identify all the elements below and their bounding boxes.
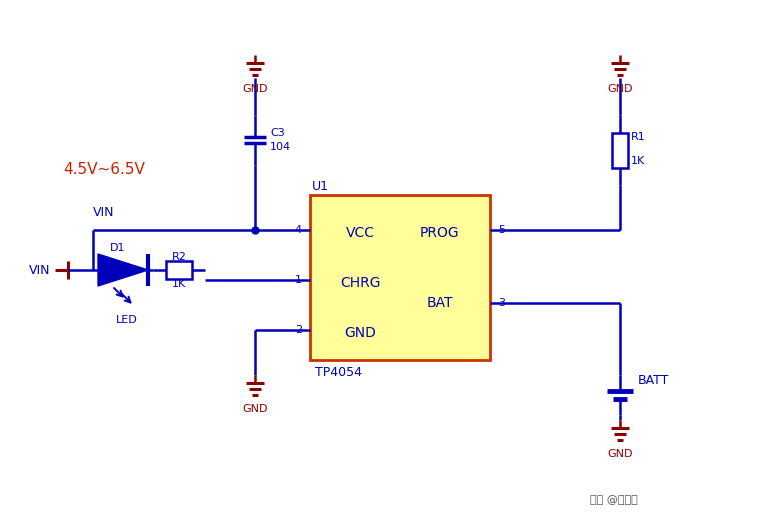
Bar xyxy=(310,195,490,360)
Text: VIN: VIN xyxy=(93,206,114,219)
Text: 1K: 1K xyxy=(631,157,645,167)
Text: C3: C3 xyxy=(270,128,285,138)
Text: U1: U1 xyxy=(312,180,329,192)
Text: BATT: BATT xyxy=(638,374,669,386)
Text: GND: GND xyxy=(345,326,376,340)
Text: GND: GND xyxy=(242,404,268,414)
Text: 头条 @芯片哥: 头条 @芯片哥 xyxy=(590,495,638,505)
Text: R2: R2 xyxy=(172,252,186,262)
Polygon shape xyxy=(98,254,148,286)
Bar xyxy=(166,261,192,279)
Text: PROG: PROG xyxy=(420,226,460,240)
Text: 5: 5 xyxy=(498,225,505,235)
Text: 4: 4 xyxy=(295,225,302,235)
Text: LED: LED xyxy=(116,315,138,325)
Text: GND: GND xyxy=(242,84,268,94)
Text: GND: GND xyxy=(607,449,633,459)
Text: 1: 1 xyxy=(295,275,302,285)
Text: 104: 104 xyxy=(270,142,291,152)
Text: CHRG: CHRG xyxy=(340,276,381,290)
Text: VIN: VIN xyxy=(28,264,50,277)
Text: 1K: 1K xyxy=(172,279,186,289)
Text: BAT: BAT xyxy=(427,296,453,310)
Text: 3: 3 xyxy=(498,298,505,308)
Bar xyxy=(612,132,628,168)
Text: 2: 2 xyxy=(295,325,302,335)
Text: D1: D1 xyxy=(110,243,126,253)
Text: VCC: VCC xyxy=(346,226,375,240)
Text: 4.5V~6.5V: 4.5V~6.5V xyxy=(63,162,145,178)
Text: TP4054: TP4054 xyxy=(315,366,362,378)
Text: R1: R1 xyxy=(631,132,646,142)
Text: GND: GND xyxy=(607,84,633,94)
